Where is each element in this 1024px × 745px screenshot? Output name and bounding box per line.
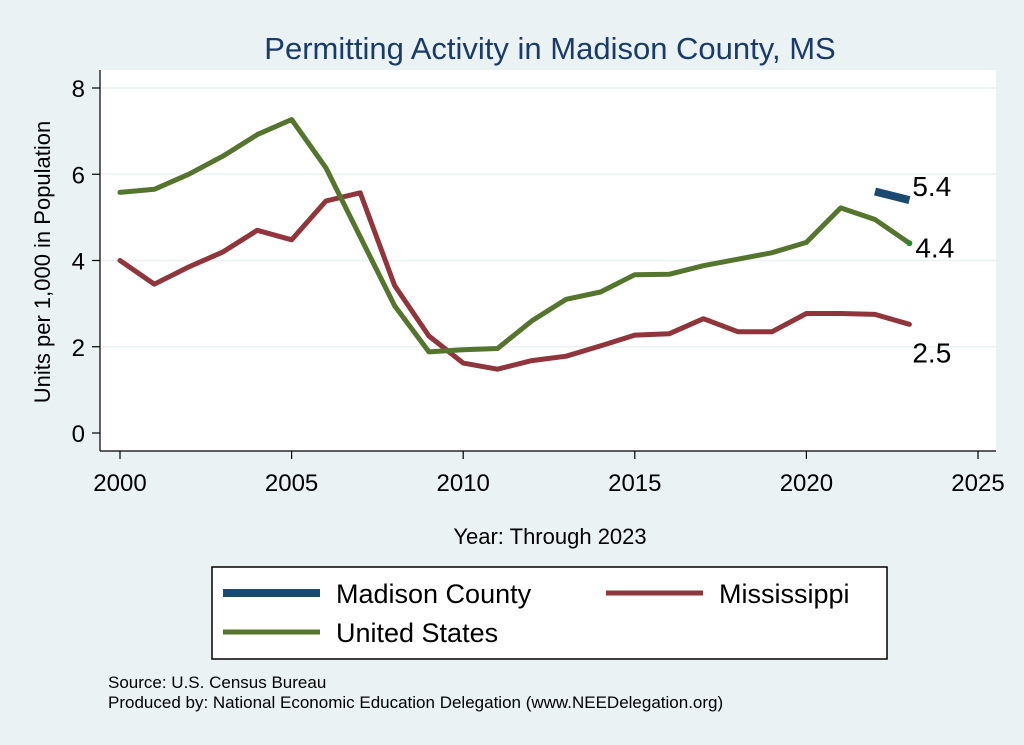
x-tick-label-2010: 2010 <box>437 470 490 497</box>
gridlines <box>100 87 996 348</box>
y-tick-label-4: 4 <box>72 249 85 276</box>
end-label-mississippi: 2.5 <box>912 337 951 368</box>
axes: 0 2 4 6 8 2000 2005 2010 2015 2020 2025 <box>72 70 1005 497</box>
legend-box <box>211 566 888 660</box>
y-tick-label-2: 2 <box>72 335 85 362</box>
end-labels: 2.5 4.4 5.4 <box>912 171 954 368</box>
series-endpoint-united-states <box>906 240 913 247</box>
series-line-united-states <box>117 117 912 355</box>
legend: Madison County Mississippi United States <box>211 566 888 660</box>
legend-label-mississippi: Mississippi <box>719 579 850 609</box>
end-label-madison-county: 5.4 <box>912 171 951 202</box>
end-label-united-states: 4.4 <box>915 232 954 263</box>
series-lines <box>117 117 913 372</box>
chart-title: Permitting Activity in Madison County, M… <box>264 31 835 66</box>
y-axis-title: Units per 1,000 in Population <box>30 121 55 404</box>
legend-label-united-states: United States <box>336 618 498 648</box>
y-tick-label-8: 8 <box>72 76 85 103</box>
series-line-mississippi <box>117 190 912 372</box>
legend-label-madison-county: Madison County <box>336 579 532 609</box>
x-tick-label-2020: 2020 <box>780 470 833 497</box>
x-tick-label-2015: 2015 <box>608 470 661 497</box>
source-note: Source: U.S. Census Bureau <box>108 673 326 692</box>
x-tick-label-2000: 2000 <box>93 470 146 497</box>
y-tick-label-6: 6 <box>72 162 85 189</box>
x-tick-label-2005: 2005 <box>265 470 318 497</box>
produced-by-note: Produced by: National Economic Education… <box>108 693 723 712</box>
x-tick-label-2025: 2025 <box>951 470 1004 497</box>
x-axis-title: Year: Through 2023 <box>453 524 646 549</box>
y-tick-label-0: 0 <box>72 421 85 448</box>
series-line-madison-county <box>874 187 911 204</box>
